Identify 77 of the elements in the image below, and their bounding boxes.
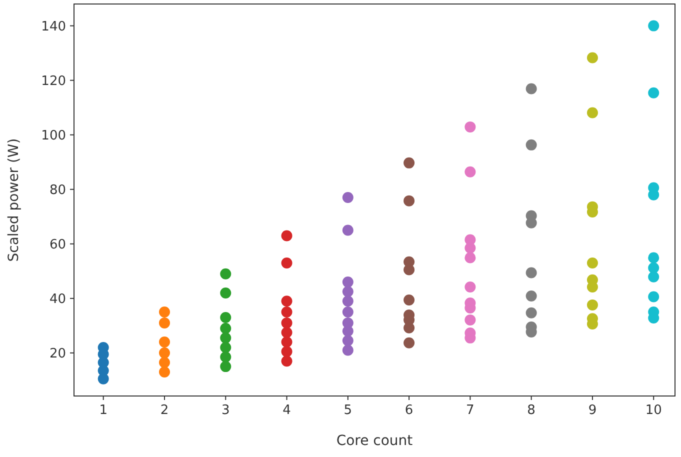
point bbox=[586, 299, 598, 310]
x-tick-label: 5 bbox=[344, 403, 352, 418]
point bbox=[342, 276, 354, 288]
x-tick-label: 9 bbox=[588, 403, 597, 418]
y-tick-label: 40 bbox=[49, 292, 66, 307]
point bbox=[158, 336, 170, 348]
point bbox=[220, 312, 232, 323]
point bbox=[342, 224, 354, 236]
point bbox=[342, 335, 354, 346]
point bbox=[526, 307, 537, 318]
point bbox=[220, 322, 232, 334]
point bbox=[342, 192, 354, 204]
x-tick-label: 3 bbox=[221, 403, 230, 418]
point bbox=[404, 294, 415, 306]
point bbox=[404, 337, 415, 348]
point bbox=[464, 252, 476, 264]
point bbox=[158, 366, 170, 378]
point bbox=[648, 271, 660, 282]
point bbox=[281, 356, 292, 367]
point bbox=[586, 52, 598, 64]
point bbox=[526, 83, 537, 94]
y-tick-label: 80 bbox=[49, 182, 66, 198]
y-axis-title: Scaled power (W) bbox=[6, 138, 22, 262]
point bbox=[281, 296, 292, 307]
point bbox=[281, 257, 292, 268]
point bbox=[220, 287, 232, 298]
x-tick-label: 6 bbox=[404, 403, 414, 418]
y-tick-label: 140 bbox=[41, 19, 66, 34]
x-tick-label: 2 bbox=[160, 403, 169, 418]
point bbox=[158, 347, 170, 358]
point bbox=[220, 332, 232, 344]
point bbox=[648, 291, 660, 302]
point bbox=[648, 87, 660, 98]
point bbox=[342, 317, 354, 328]
point bbox=[281, 346, 292, 358]
point bbox=[220, 361, 232, 372]
x-tick-label: 8 bbox=[527, 403, 536, 418]
point bbox=[281, 336, 292, 348]
x-tick-label: 4 bbox=[282, 403, 291, 418]
point bbox=[526, 139, 537, 150]
point bbox=[342, 344, 354, 356]
point bbox=[342, 296, 354, 307]
point bbox=[464, 121, 476, 132]
y-tick-label: 20 bbox=[49, 346, 66, 362]
point bbox=[281, 326, 292, 338]
point bbox=[464, 281, 476, 292]
point bbox=[404, 195, 415, 206]
point bbox=[220, 342, 232, 353]
x-tick-label: 7 bbox=[466, 403, 474, 418]
point bbox=[158, 317, 170, 328]
point bbox=[648, 20, 660, 32]
y-tick-label: 60 bbox=[49, 237, 66, 252]
point bbox=[158, 356, 170, 368]
y-tick-label: 100 bbox=[41, 128, 66, 144]
point bbox=[342, 286, 354, 298]
point bbox=[464, 166, 476, 178]
point bbox=[220, 352, 232, 363]
point bbox=[648, 262, 660, 274]
point bbox=[586, 257, 598, 268]
point bbox=[404, 157, 415, 168]
point bbox=[464, 314, 476, 326]
point bbox=[526, 290, 537, 302]
point bbox=[404, 322, 415, 334]
point bbox=[281, 230, 292, 242]
x-axis-title: Core count bbox=[336, 433, 414, 449]
y-tick-label: 120 bbox=[41, 74, 66, 89]
point bbox=[281, 317, 292, 328]
point bbox=[220, 268, 232, 280]
x-tick-label: 1 bbox=[99, 403, 108, 418]
point bbox=[404, 264, 415, 276]
x-tick-label: 10 bbox=[645, 403, 662, 418]
point bbox=[648, 252, 660, 264]
point bbox=[158, 306, 170, 318]
point bbox=[342, 306, 354, 318]
point bbox=[586, 107, 598, 118]
point bbox=[281, 306, 292, 318]
point bbox=[526, 267, 537, 278]
